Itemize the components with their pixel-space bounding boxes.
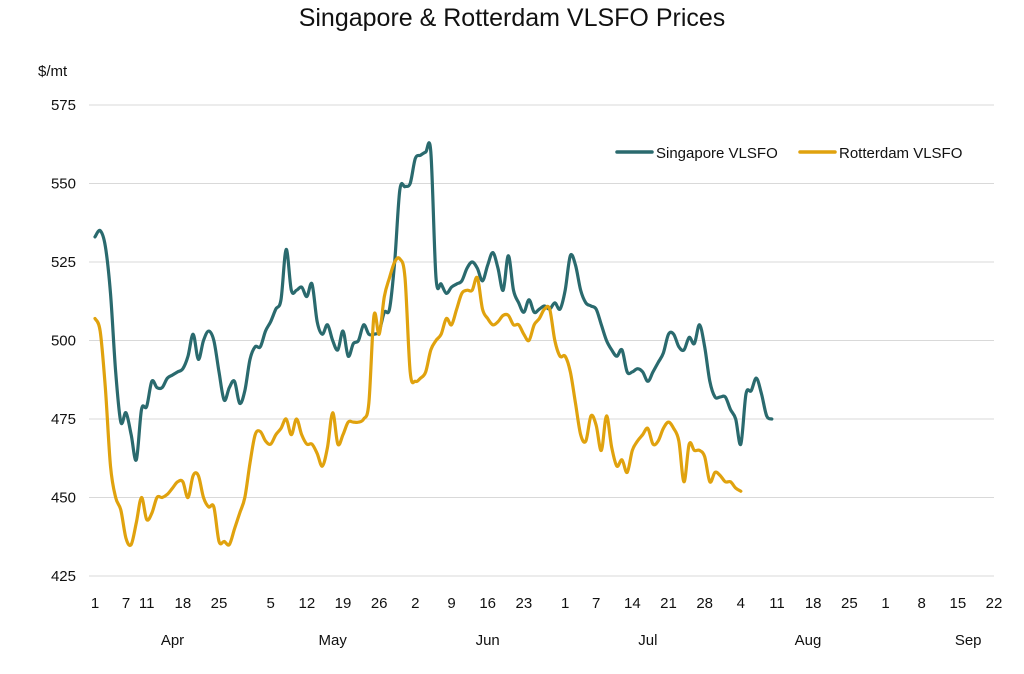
y-tick-label: 450 [51,490,76,507]
x-tick-label: 25 [841,595,858,612]
x-tick-label: 26 [371,595,388,612]
month-label: Jul [638,632,657,649]
x-tick-label: 15 [949,595,966,612]
x-tick-label: 9 [447,595,455,612]
gridlines [89,104,994,577]
x-tick-label: 25 [211,595,228,612]
month-label: Sep [955,632,982,649]
x-tick-label: 7 [592,595,600,612]
x-tick-label: 7 [122,595,130,612]
legend: Singapore VLSFO Rotterdam VLSFO [615,145,962,162]
y-tick-label: 500 [51,333,76,350]
series-line-rotterdam-vlsfo [93,256,743,548]
month-label: Aug [795,632,822,649]
x-tick-label: 12 [298,595,315,612]
x-tick-label: 16 [479,595,496,612]
legend-label-rotterdam-vlsfo: Rotterdam VLSFO [839,145,962,162]
x-tick-label: 11 [139,595,155,612]
y-axis-ticks: 425 450 475 500 525 550 575 [51,97,76,585]
series-line-singapore-vlsfo [93,141,774,462]
x-tick-label: 4 [737,595,745,612]
y-axis-unit-label: $/mt [38,63,68,80]
x-tick-label: 28 [696,595,713,612]
legend-label-singapore-vlsfo: Singapore VLSFO [656,145,778,162]
x-tick-label: 1 [91,595,99,612]
y-tick-label: 475 [51,411,76,428]
y-tick-label: 425 [51,568,76,585]
chart-title: Singapore & Rotterdam VLSFO Prices [298,4,726,32]
series-lines [93,141,774,548]
x-tick-label: 23 [515,595,532,612]
x-tick-label: 19 [335,595,352,612]
x-tick-label: 14 [624,595,641,612]
month-label: May [318,632,347,649]
x-tick-label: 1 [561,595,569,612]
x-tick-label: 21 [660,595,677,612]
x-tick-label: 1 [881,595,889,612]
x-tick-label: 8 [917,595,925,612]
y-tick-label: 575 [51,97,76,114]
month-labels: Apr May Jun Jul Aug Sep [161,632,982,649]
y-tick-label: 525 [51,254,76,271]
month-label: Jun [476,632,500,649]
y-tick-label: 550 [51,176,76,193]
month-label: Apr [161,632,184,649]
x-tick-label: 18 [174,595,191,612]
x-tick-label: 2 [411,595,419,612]
x-tick-label: 22 [986,595,1003,612]
x-tick-label: 18 [805,595,822,612]
x-tick-label: 11 [769,595,785,612]
x-axis-ticks: 1 7 11 18 25 5 12 19 26 2 9 16 23 1 7 14 21 28 4 11 18 25 1 8 15… [91,595,1003,612]
x-tick-label: 5 [266,595,274,612]
